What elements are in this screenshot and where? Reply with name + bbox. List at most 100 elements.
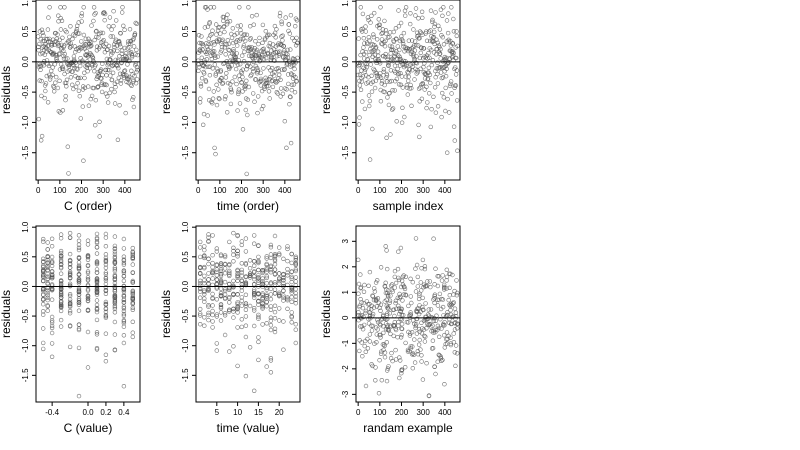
data-point xyxy=(378,332,383,338)
data-point xyxy=(243,262,249,267)
data-point xyxy=(289,310,294,315)
data-point xyxy=(384,303,389,308)
data-point xyxy=(401,292,406,297)
data-point xyxy=(391,29,396,35)
data-point xyxy=(112,306,118,312)
data-point xyxy=(75,80,80,86)
data-point xyxy=(94,251,100,256)
data-point xyxy=(119,48,125,53)
data-point xyxy=(77,93,83,99)
data-point xyxy=(436,352,441,357)
data-point xyxy=(223,94,228,99)
data-point xyxy=(260,279,265,284)
data-point xyxy=(383,38,388,43)
data-point xyxy=(360,305,366,311)
x-tick-label: 400 xyxy=(438,186,452,195)
data-point xyxy=(388,331,393,337)
data-point xyxy=(46,72,52,78)
data-point xyxy=(256,254,261,260)
data-point xyxy=(248,47,254,52)
data-point xyxy=(94,280,100,285)
data-point xyxy=(202,25,208,30)
data-point xyxy=(38,138,44,143)
data-point xyxy=(358,297,363,302)
data-point xyxy=(43,88,48,94)
data-point xyxy=(250,66,256,72)
data-point xyxy=(93,62,98,68)
data-point xyxy=(395,266,401,272)
data-point xyxy=(436,274,441,279)
data-point xyxy=(398,20,404,26)
data-point xyxy=(79,13,84,19)
data-point xyxy=(252,306,257,311)
data-point xyxy=(238,36,243,42)
data-point xyxy=(396,8,401,13)
data-point xyxy=(134,47,139,53)
data-point xyxy=(406,329,411,335)
data-point xyxy=(408,312,413,317)
data-point xyxy=(266,89,272,94)
plot-frame xyxy=(355,225,461,403)
y-tick-label: 0.5 xyxy=(21,251,30,263)
data-point xyxy=(239,267,245,273)
data-point xyxy=(252,277,257,282)
data-point xyxy=(214,314,220,319)
plot-frame xyxy=(195,0,301,181)
data-point xyxy=(247,271,253,276)
data-point xyxy=(218,271,224,277)
data-point xyxy=(388,132,393,137)
data-point xyxy=(400,274,405,280)
data-point xyxy=(71,86,76,92)
data-point xyxy=(77,45,83,50)
data-point xyxy=(389,282,395,287)
data-point xyxy=(218,280,224,285)
data-point xyxy=(76,393,82,399)
data-point xyxy=(239,317,245,322)
data-point xyxy=(381,347,386,353)
data-point xyxy=(40,274,46,279)
data-point xyxy=(240,89,245,94)
data-point xyxy=(439,358,444,363)
data-point xyxy=(422,333,427,339)
data-point xyxy=(260,306,265,311)
data-point xyxy=(51,89,57,94)
data-point xyxy=(359,300,364,305)
data-point xyxy=(420,326,425,331)
data-point xyxy=(121,257,127,262)
data-point xyxy=(293,297,298,302)
data-point xyxy=(277,251,282,256)
data-point xyxy=(437,334,442,339)
y-tick-label: -1.0 xyxy=(341,115,350,129)
data-point xyxy=(103,331,109,336)
data-point xyxy=(213,73,218,78)
data-point xyxy=(360,74,366,79)
data-point xyxy=(49,354,55,359)
data-point xyxy=(290,63,295,68)
data-point xyxy=(65,56,70,61)
data-point xyxy=(281,347,286,352)
data-point xyxy=(94,289,100,294)
data-point xyxy=(93,29,99,34)
data-point xyxy=(454,55,459,61)
data-point xyxy=(231,245,236,251)
chart-panel-4: 1.00.50.0-0.5-1.0-1.5-0.4 0.0 0.2 0.4C (val… xyxy=(0,221,141,435)
data-point xyxy=(409,300,414,306)
x-tick-label: 400 xyxy=(438,408,452,417)
data-point xyxy=(67,261,73,266)
data-point xyxy=(108,34,114,39)
data-point xyxy=(413,6,419,11)
data-point xyxy=(112,234,118,239)
data-point xyxy=(293,294,298,299)
data-point xyxy=(112,305,118,310)
data-point xyxy=(398,358,403,363)
data-point xyxy=(409,103,414,109)
data-point xyxy=(227,309,232,314)
data-point xyxy=(87,65,93,71)
data-point xyxy=(97,119,102,125)
data-point xyxy=(294,18,300,23)
data-point xyxy=(260,305,265,310)
data-point xyxy=(256,314,261,320)
data-point xyxy=(293,327,298,332)
data-point xyxy=(58,258,64,263)
data-point xyxy=(396,249,401,254)
